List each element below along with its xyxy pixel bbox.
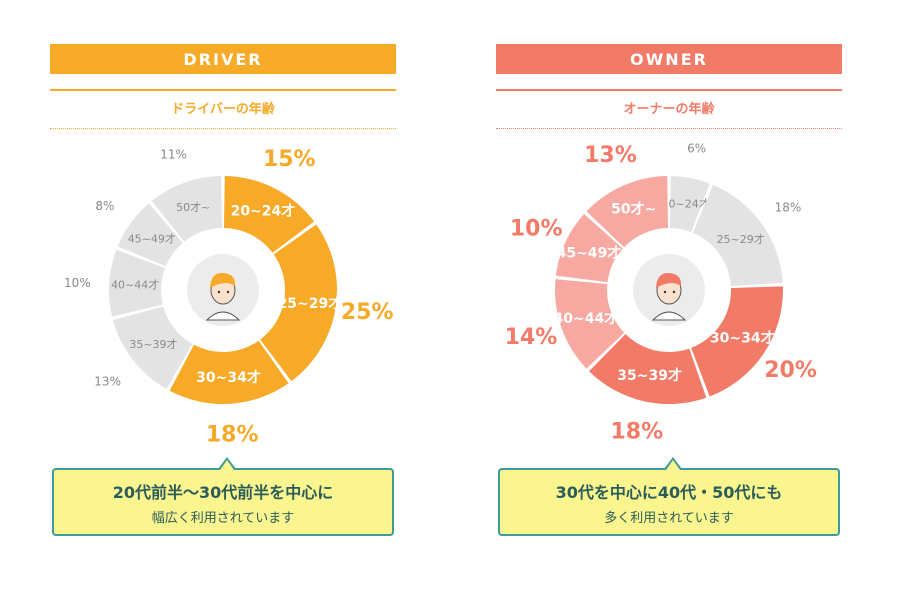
driver-value-label-6: 11%	[160, 148, 187, 162]
driver-slice-2	[169, 340, 289, 404]
driver-value-label-0: 15%	[263, 147, 316, 172]
owner-value-label-0: 6%	[687, 142, 706, 156]
owner-slice-label-3: 35~39才	[617, 367, 682, 384]
driver-dotted-divider	[50, 128, 396, 129]
driver-value-label-5: 8%	[95, 199, 114, 213]
owner-panel: OWNER オーナーの年齢 20~24才 6% 25~29才 18% 30~34才 20%…	[496, 0, 896, 600]
owner-value-label-1: 18%	[775, 200, 802, 214]
owner-slice-6	[586, 176, 669, 248]
owner-header: OWNER	[496, 44, 842, 74]
driver-slice-label-5: 45~49才	[128, 231, 176, 245]
owner-callout: 30代を中心に40代・50代にも 多く利用されています	[498, 468, 840, 536]
driver-value-label-1: 25%	[341, 300, 394, 325]
owner-value-label-2: 20%	[764, 358, 817, 383]
owner-slice-5	[555, 213, 623, 283]
owner-callout-line1: 30代を中心に40代・50代にも	[555, 482, 783, 502]
owner-value-label-4: 14%	[505, 325, 558, 350]
owner-slice-0	[669, 176, 710, 233]
driver-slice-label-3: 35~39才	[129, 337, 177, 351]
driver-slice-label-6: 50才~	[176, 200, 210, 214]
owner-slice-label-4: 40~44才	[553, 310, 618, 327]
owner-value-label-5: 10%	[510, 216, 563, 241]
driver-person-icon	[173, 240, 273, 340]
owner-slice-label-1: 25~29才	[717, 232, 765, 246]
owner-slice-4	[555, 279, 625, 369]
driver-callout-line2: 幅広く利用されています	[151, 510, 295, 526]
driver-callout-pointer-fill	[220, 460, 234, 470]
driver-value-label-2: 18%	[206, 423, 259, 448]
driver-slice-5	[117, 203, 183, 267]
driver-slice-label-0: 20~24才	[231, 203, 296, 220]
driver-callout-line1: 20代前半～30代前半を中心に	[112, 482, 334, 502]
owner-header-divider	[496, 89, 842, 91]
owner-chart-title: オーナーの年齢	[623, 102, 715, 117]
driver-header: DRIVER	[50, 44, 396, 74]
driver-callout: 20代前半～30代前半を中心に 幅広く利用されています	[52, 468, 394, 536]
owner-value-label-3: 18%	[610, 419, 663, 444]
driver-slice-4	[108, 249, 166, 317]
driver-slice-1	[260, 224, 337, 382]
driver-slice-label-2: 30~34才	[196, 369, 261, 386]
driver-slice-label-4: 40~44才	[111, 277, 159, 291]
owner-person-icon	[619, 240, 719, 340]
owner-dotted-divider	[496, 128, 842, 129]
driver-slice-3	[113, 306, 193, 390]
owner-slice-3	[589, 334, 707, 404]
owner-value-label-6: 13%	[584, 143, 637, 168]
driver-header-divider	[50, 89, 396, 91]
owner-callout-line2: 多く利用されています	[604, 510, 734, 526]
driver-value-label-3: 13%	[94, 374, 121, 388]
owner-callout-pointer-fill	[666, 460, 680, 470]
owner-slice-2	[691, 286, 783, 397]
driver-panel: DRIVER ドライバーの年齢 20~24才 15% 25~29才 25% 30~34才…	[50, 0, 450, 600]
driver-chart-title: ドライバーの年齢	[171, 102, 275, 117]
owner-slice-1	[692, 184, 783, 287]
owner-slice-label-5: 45~49才	[557, 244, 622, 261]
driver-slice-0	[223, 176, 315, 253]
owner-donut-chart: 20~24才 6% 25~29才 18% 30~34才 20% 35~39才 18% 40~44…	[505, 142, 817, 445]
driver-slice-label-1: 25~29才	[278, 295, 343, 312]
owner-slice-label-2: 30~34才	[710, 330, 775, 347]
driver-slice-6	[151, 176, 223, 242]
driver-value-label-4: 10%	[64, 276, 91, 290]
owner-slice-label-0: 20~24才	[662, 197, 710, 211]
owner-slice-label-6: 50才~	[611, 200, 656, 217]
